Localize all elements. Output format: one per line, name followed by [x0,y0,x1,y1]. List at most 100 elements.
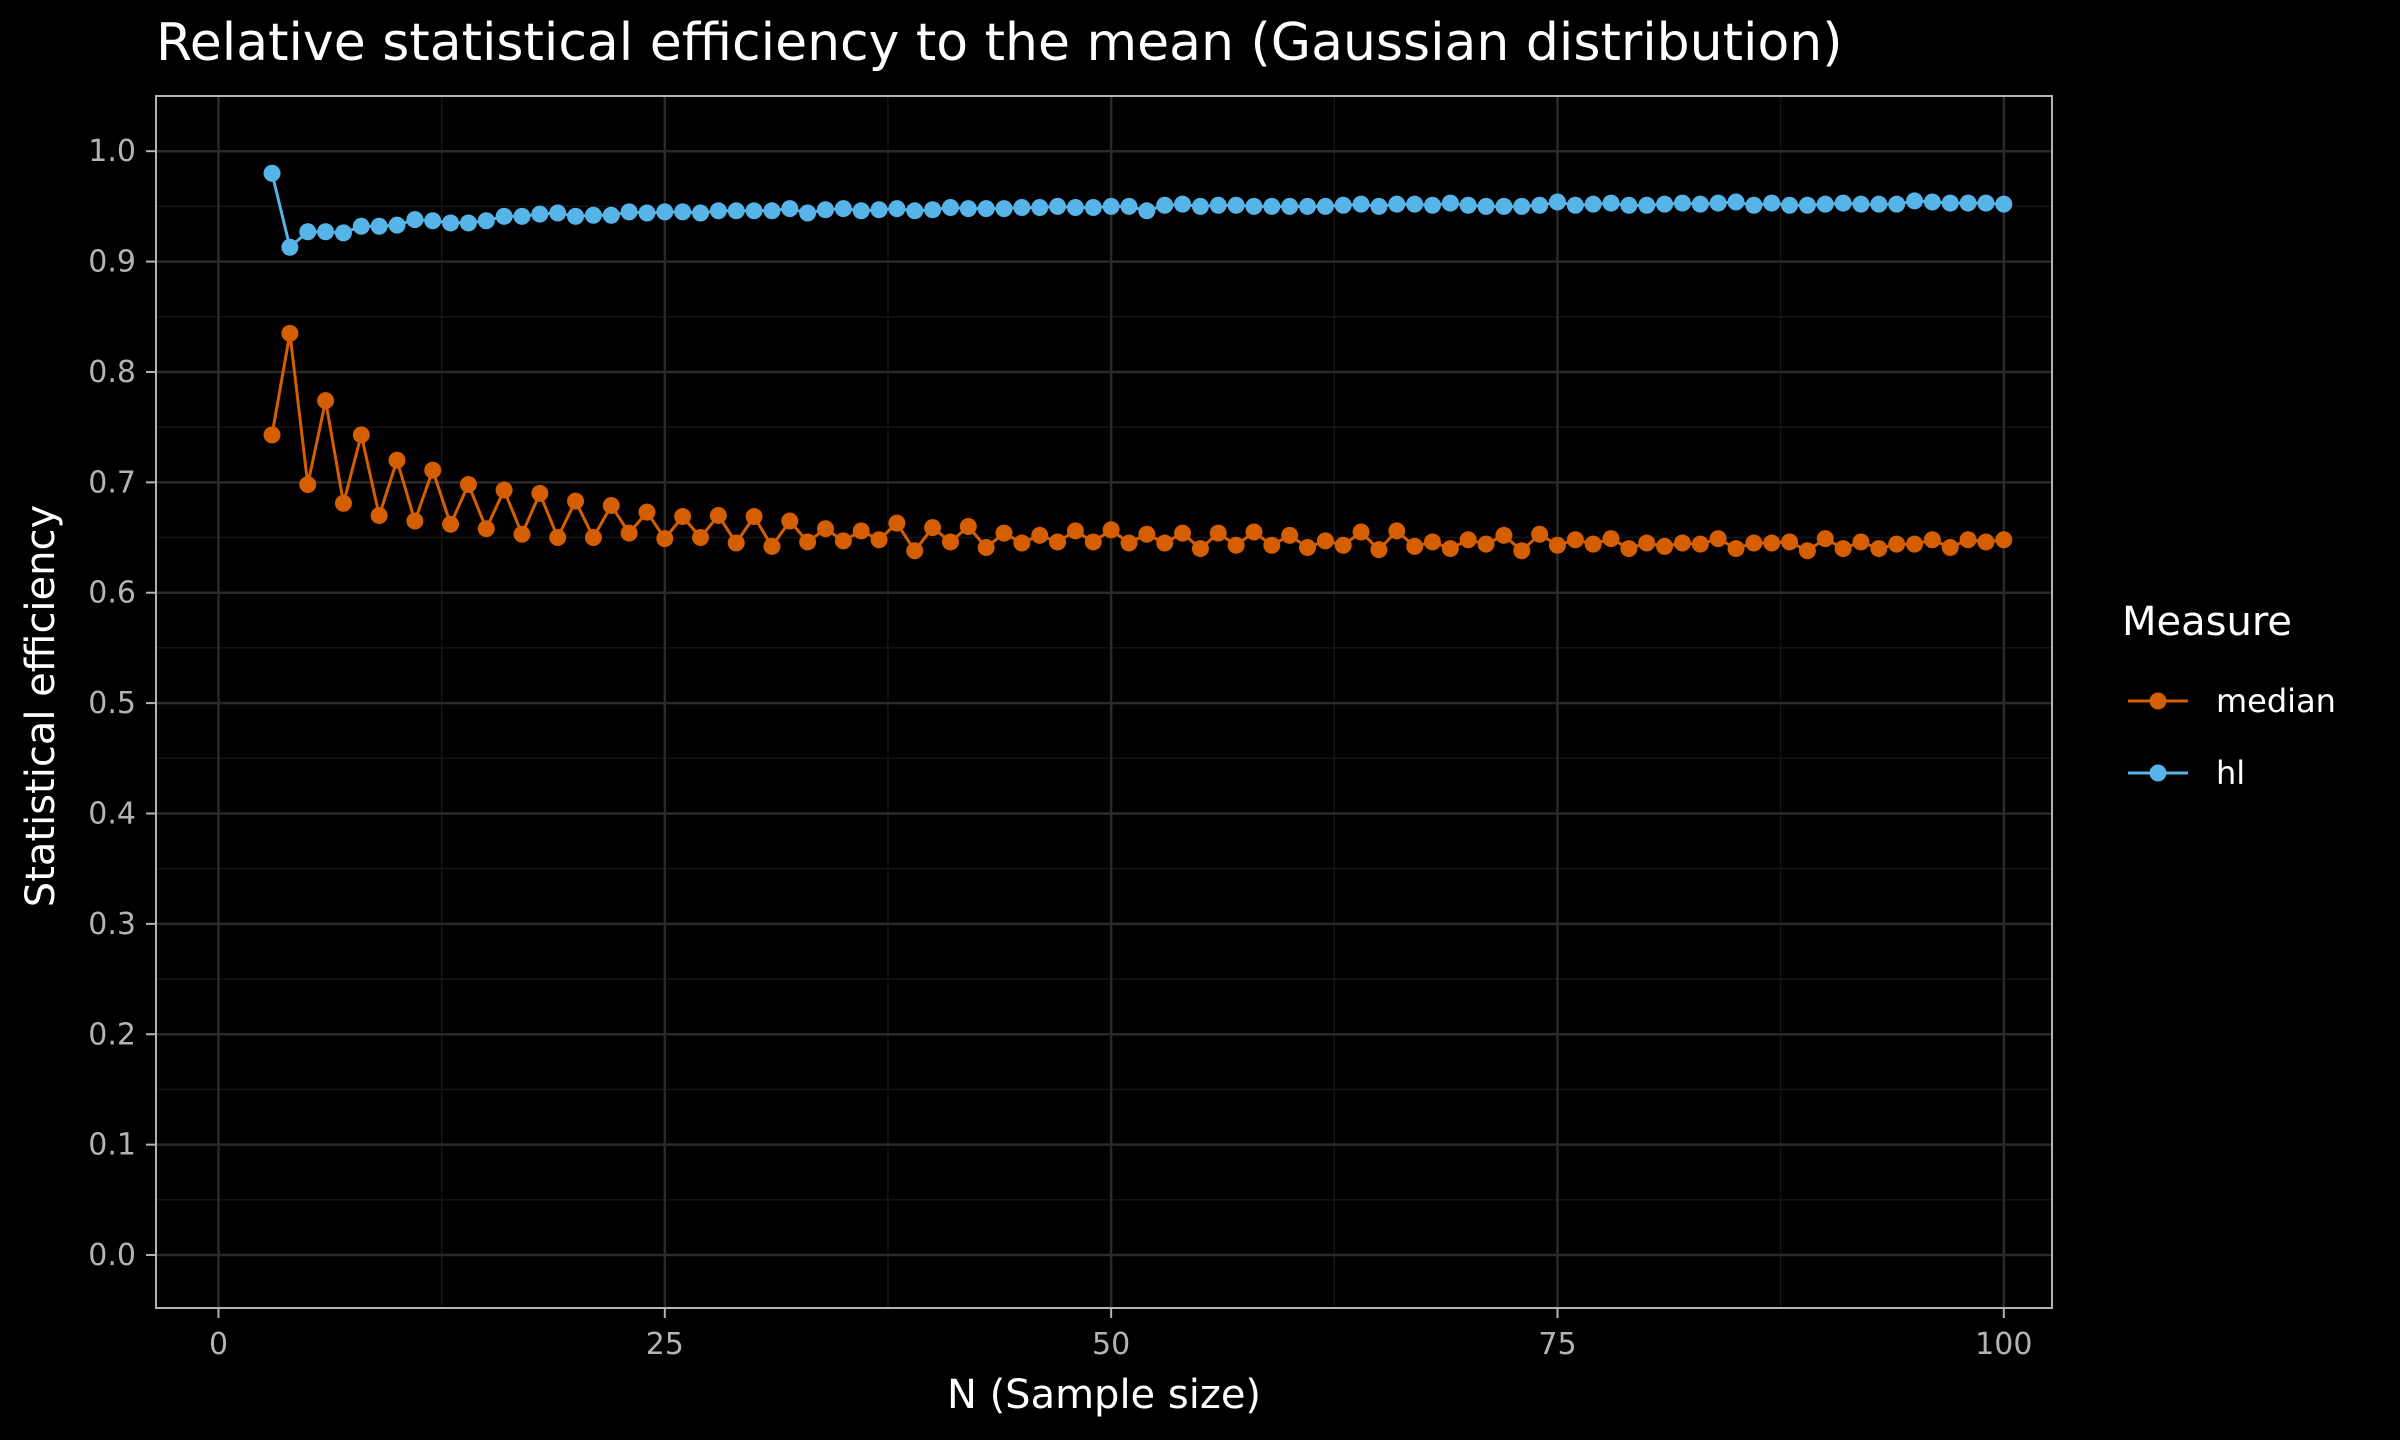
data-point-hl [299,223,317,241]
data-point-hl [584,206,602,224]
data-point-median [281,324,299,342]
data-point-hl [531,205,549,223]
y-tick-label: 0.9 [88,245,136,280]
legend: Measure median hl [2122,599,2336,792]
data-point-hl [709,202,727,220]
plot-border [155,95,2053,1309]
data-point-hl [1923,193,1941,211]
data-point-median [1191,540,1209,558]
data-point-median [1406,537,1424,555]
x-tick-label: 75 [1538,1327,1576,1362]
data-point-median [531,484,549,502]
data-point-hl [1727,193,1745,211]
data-point-hl [424,212,442,230]
data-point-hl [1816,195,1834,213]
data-point-hl [870,201,888,219]
data-point-median [799,533,817,551]
data-point-median [1513,542,1531,560]
data-point-median [1870,540,1888,558]
data-point-hl [799,204,817,222]
data-point-hl [495,207,513,225]
data-point-hl [1352,195,1370,213]
data-point-median [317,392,335,410]
data-point-median [1066,522,1084,540]
data-point-median [1620,540,1638,558]
data-point-hl [1281,197,1299,215]
data-point-median [1227,536,1245,554]
x-axis: 0 25 50 75 100 [209,1308,2032,1362]
data-point-median [1281,526,1299,544]
data-point-hl [656,203,674,221]
data-point-hl [924,201,942,219]
data-point-median [620,524,638,542]
data-point-hl [567,207,585,225]
gridlines [156,96,2052,1308]
data-point-median [567,492,585,510]
data-point-hl [1638,196,1656,214]
data-point-median [1977,533,1995,551]
data-point-hl [1299,197,1317,215]
data-point-median [977,538,995,556]
data-point-hl [1049,197,1067,215]
data-point-median [692,529,710,547]
data-point-hl [1084,198,1102,216]
data-point-hl [370,217,388,235]
data-point-median [1709,530,1727,548]
data-point-median [781,512,799,530]
data-point-hl [1209,196,1227,214]
data-point-median [1423,533,1441,551]
data-point-hl [1102,197,1120,215]
data-point-hl [1870,195,1888,213]
data-point-hl [1334,196,1352,214]
data-point-hl [1513,197,1531,215]
data-point-hl [1477,197,1495,215]
y-tick-label: 0.7 [88,465,136,500]
data-point-hl [674,203,692,221]
data-point-hl [620,203,638,221]
data-point-median [1816,530,1834,548]
data-point-median [1566,531,1584,549]
x-tick-label: 100 [1975,1327,2032,1362]
data-point-hl [1066,198,1084,216]
data-point-hl [1745,196,1763,214]
data-point-hl [459,214,477,232]
data-point-hl [1602,194,1620,212]
data-point-hl [1245,197,1263,215]
data-point-median [1959,531,1977,549]
data-point-median [1316,532,1334,550]
data-point-hl [1013,198,1031,216]
y-tick-label: 0.1 [88,1128,136,1163]
data-point-hl [1834,194,1852,212]
data-point-hl [406,211,424,229]
data-point-hl [1441,194,1459,212]
y-tick-label: 0.5 [88,686,136,721]
data-point-median [1906,535,1924,553]
data-point-hl [1495,197,1513,215]
data-point-hl [1691,195,1709,213]
data-point-hl [977,200,995,218]
data-point-hl [888,200,906,218]
data-point-hl [727,202,745,220]
data-point-median [1084,533,1102,551]
data-point-hl [1709,194,1727,212]
data-point-median [1798,542,1816,560]
data-point-median [906,542,924,560]
data-point-median [352,426,370,444]
data-point-median [1852,533,1870,551]
data-point-hl [1120,197,1138,215]
data-point-hl [1763,194,1781,212]
data-point-median [1727,540,1745,558]
data-point-hl [763,202,781,220]
data-point-median [834,532,852,550]
data-point-hl [1995,195,2013,213]
x-tick-label: 0 [209,1327,228,1362]
y-axis-title: Statistical efficiency [18,505,64,907]
data-point-median [924,519,942,537]
data-point-median [334,494,352,512]
data-point-median [709,506,727,524]
data-point-median [263,426,281,444]
data-point-median [638,503,656,521]
data-point-hl [477,212,495,230]
data-point-median [1584,535,1602,553]
